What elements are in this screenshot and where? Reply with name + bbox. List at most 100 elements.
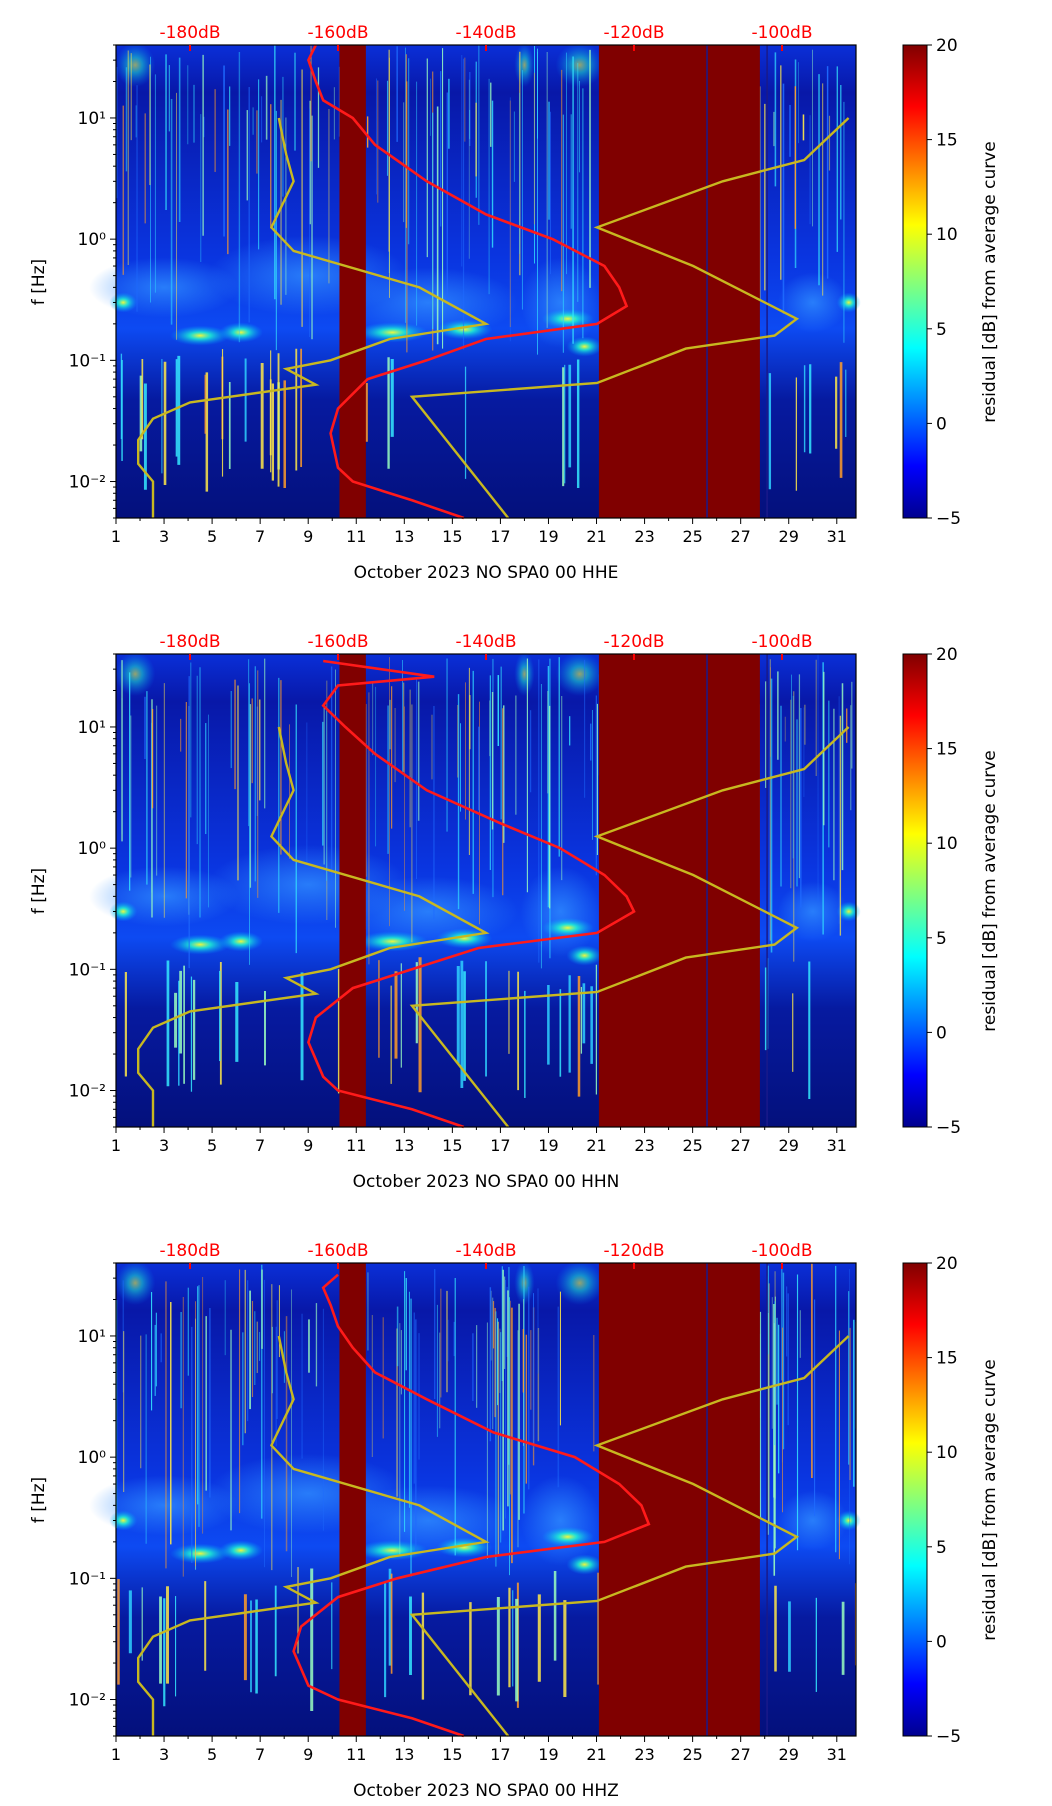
energy-blob — [555, 652, 604, 696]
x-tick-label: 9 — [303, 1136, 313, 1155]
y-tick-label: 10⁰ — [78, 1448, 107, 1468]
db-tick-label: -180dB — [159, 23, 220, 43]
db-tick-label: -100dB — [751, 23, 812, 43]
y-tick-label: 10⁻² — [69, 473, 106, 493]
nhnm-curve — [409, 117, 850, 519]
db-tick-label: -160dB — [307, 1241, 368, 1261]
db-tick-label: -100dB — [751, 632, 812, 652]
energy-blob — [115, 1261, 156, 1305]
energy-blob — [541, 1526, 594, 1547]
x-tick-label: 1 — [111, 527, 121, 546]
energy-blob — [218, 1540, 263, 1561]
mean-psd-curve — [292, 1273, 651, 1738]
db-tick-label: -100dB — [751, 1241, 812, 1261]
x-tick-label: 21 — [586, 527, 606, 546]
x-tick-label: 31 — [827, 527, 847, 546]
colorbar-tick-label: 0 — [936, 1023, 947, 1043]
y-tick-label: 10¹ — [78, 109, 106, 129]
x-tick-label: 25 — [682, 1136, 702, 1155]
db-tick-label: -160dB — [307, 23, 368, 43]
x-tick-label: 21 — [586, 1745, 606, 1764]
x-tick-label: 23 — [634, 527, 654, 546]
y-axis-label: f [Hz] — [29, 259, 49, 305]
nlnm-curve — [136, 726, 490, 1127]
colorbar-gradient — [902, 1262, 928, 1737]
saturated-gap — [339, 45, 366, 518]
axis-ticks-hhz: 1 3 5 7 9 11 13 15 17 19 21 23 25 27 29 3110⁻²10⁻¹10⁰10… — [69, 1241, 847, 1764]
x-tick-label: 15 — [442, 527, 462, 546]
x-tick-label: 3 — [159, 527, 169, 546]
x-tick-label: 13 — [394, 1745, 414, 1764]
axis-ticks-hhe: 1 3 5 7 9 11 13 15 17 19 21 23 25 27 29 3110⁻²10⁻¹10⁰10… — [69, 23, 847, 546]
energy-blob — [541, 308, 594, 329]
saturated-gap — [598, 654, 760, 1127]
db-tick-label: -140dB — [455, 632, 516, 652]
x-tick-label: 17 — [490, 527, 510, 546]
x-tick-label: 7 — [255, 1745, 265, 1764]
db-tick-label: -140dB — [455, 23, 516, 43]
db-tick-label: -120dB — [603, 1241, 664, 1261]
nhnm-curve — [409, 726, 850, 1128]
nhnm-curve — [409, 1335, 850, 1737]
y-tick-label: 10¹ — [78, 718, 106, 738]
x-tick-label: 29 — [779, 1136, 799, 1155]
energy-blob — [514, 652, 535, 696]
energy-blob — [836, 1510, 861, 1531]
axis-ticks-hhn: 1 3 5 7 9 11 13 15 17 19 21 23 25 27 29 3110⁻²10⁻¹10⁰10… — [69, 632, 847, 1155]
energy-blob — [170, 1543, 231, 1564]
nlnm-curve — [136, 117, 490, 518]
colorbar-tick-label: 10 — [936, 1443, 958, 1463]
spectrogram-hhn — [89, 652, 861, 1129]
x-tick-label: 27 — [730, 527, 750, 546]
y-tick-label: 10⁻² — [69, 1082, 106, 1102]
y-tick-label: 10¹ — [78, 1327, 106, 1347]
energy-blob — [218, 322, 263, 343]
colorbar-tick-label: −5 — [936, 1118, 961, 1138]
energy-blob — [566, 1554, 603, 1575]
colorbar-hhn: residual [dB] from average curve −5 0 5 10 1… — [902, 645, 1000, 1138]
db-tick-label: -160dB — [307, 632, 368, 652]
db-tick-label: -180dB — [159, 632, 220, 652]
colorbar-tick-label: −5 — [936, 509, 961, 529]
panel-hhz: 1 3 5 7 9 11 13 15 17 19 21 23 25 27 29 3110⁻²10⁻¹10⁰10… — [29, 1241, 1000, 1801]
x-tick-label: 7 — [255, 1136, 265, 1155]
colorbar-tick-label: 5 — [936, 929, 947, 949]
x-tick-label: 23 — [634, 1745, 654, 1764]
x-tick-label: 17 — [490, 1745, 510, 1764]
y-tick-label: 10⁻¹ — [69, 960, 106, 980]
colorbar-tick-label: 15 — [936, 131, 958, 151]
colorbar-tick-label: 10 — [936, 225, 958, 245]
x-tick-label: 3 — [159, 1745, 169, 1764]
x-tick-label: 21 — [586, 1136, 606, 1155]
y-axis-label: f [Hz] — [29, 1477, 49, 1523]
x-tick-label: 27 — [730, 1136, 750, 1155]
x-tick-label: 31 — [827, 1136, 847, 1155]
x-tick-label: 11 — [346, 1745, 366, 1764]
energy-blob — [356, 1540, 429, 1561]
y-tick-label: 10⁻² — [69, 1691, 106, 1711]
x-tick-label: 15 — [442, 1745, 462, 1764]
panel-hhe: 1 3 5 7 9 11 13 15 17 19 21 23 25 27 29 3110⁻²10⁻¹10⁰10… — [29, 23, 1000, 583]
x-tick-label: 5 — [207, 1745, 217, 1764]
x-tick-label: 29 — [779, 527, 799, 546]
x-axis-label: October 2023 NO SPA0 00 HHE — [354, 563, 619, 583]
colorbar-tick-label: 20 — [936, 36, 958, 56]
noise-haze — [520, 866, 601, 957]
x-tick-label: 1 — [111, 1136, 121, 1155]
x-tick-label: 13 — [394, 1136, 414, 1155]
saturated-gap — [598, 45, 760, 518]
panel-hhn: 1 3 5 7 9 11 13 15 17 19 21 23 25 27 29 3110⁻²10⁻¹10⁰10… — [29, 632, 1000, 1192]
db-tick-label: -140dB — [455, 1241, 516, 1261]
energy-blob — [555, 43, 604, 87]
y-tick-label: 10⁰ — [78, 839, 107, 859]
x-tick-label: 17 — [490, 1136, 510, 1155]
colorbar-hhe: residual [dB] from average curve −5 0 5 10 1… — [902, 36, 1000, 529]
colorbar-tick-label: 0 — [936, 414, 947, 434]
colorbar-tick-label: 5 — [936, 1538, 947, 1558]
x-tick-label: 5 — [207, 1136, 217, 1155]
energy-blob — [356, 931, 429, 952]
x-tick-label: 13 — [394, 527, 414, 546]
energy-blob — [218, 931, 263, 952]
mean-psd-curve — [306, 44, 629, 520]
